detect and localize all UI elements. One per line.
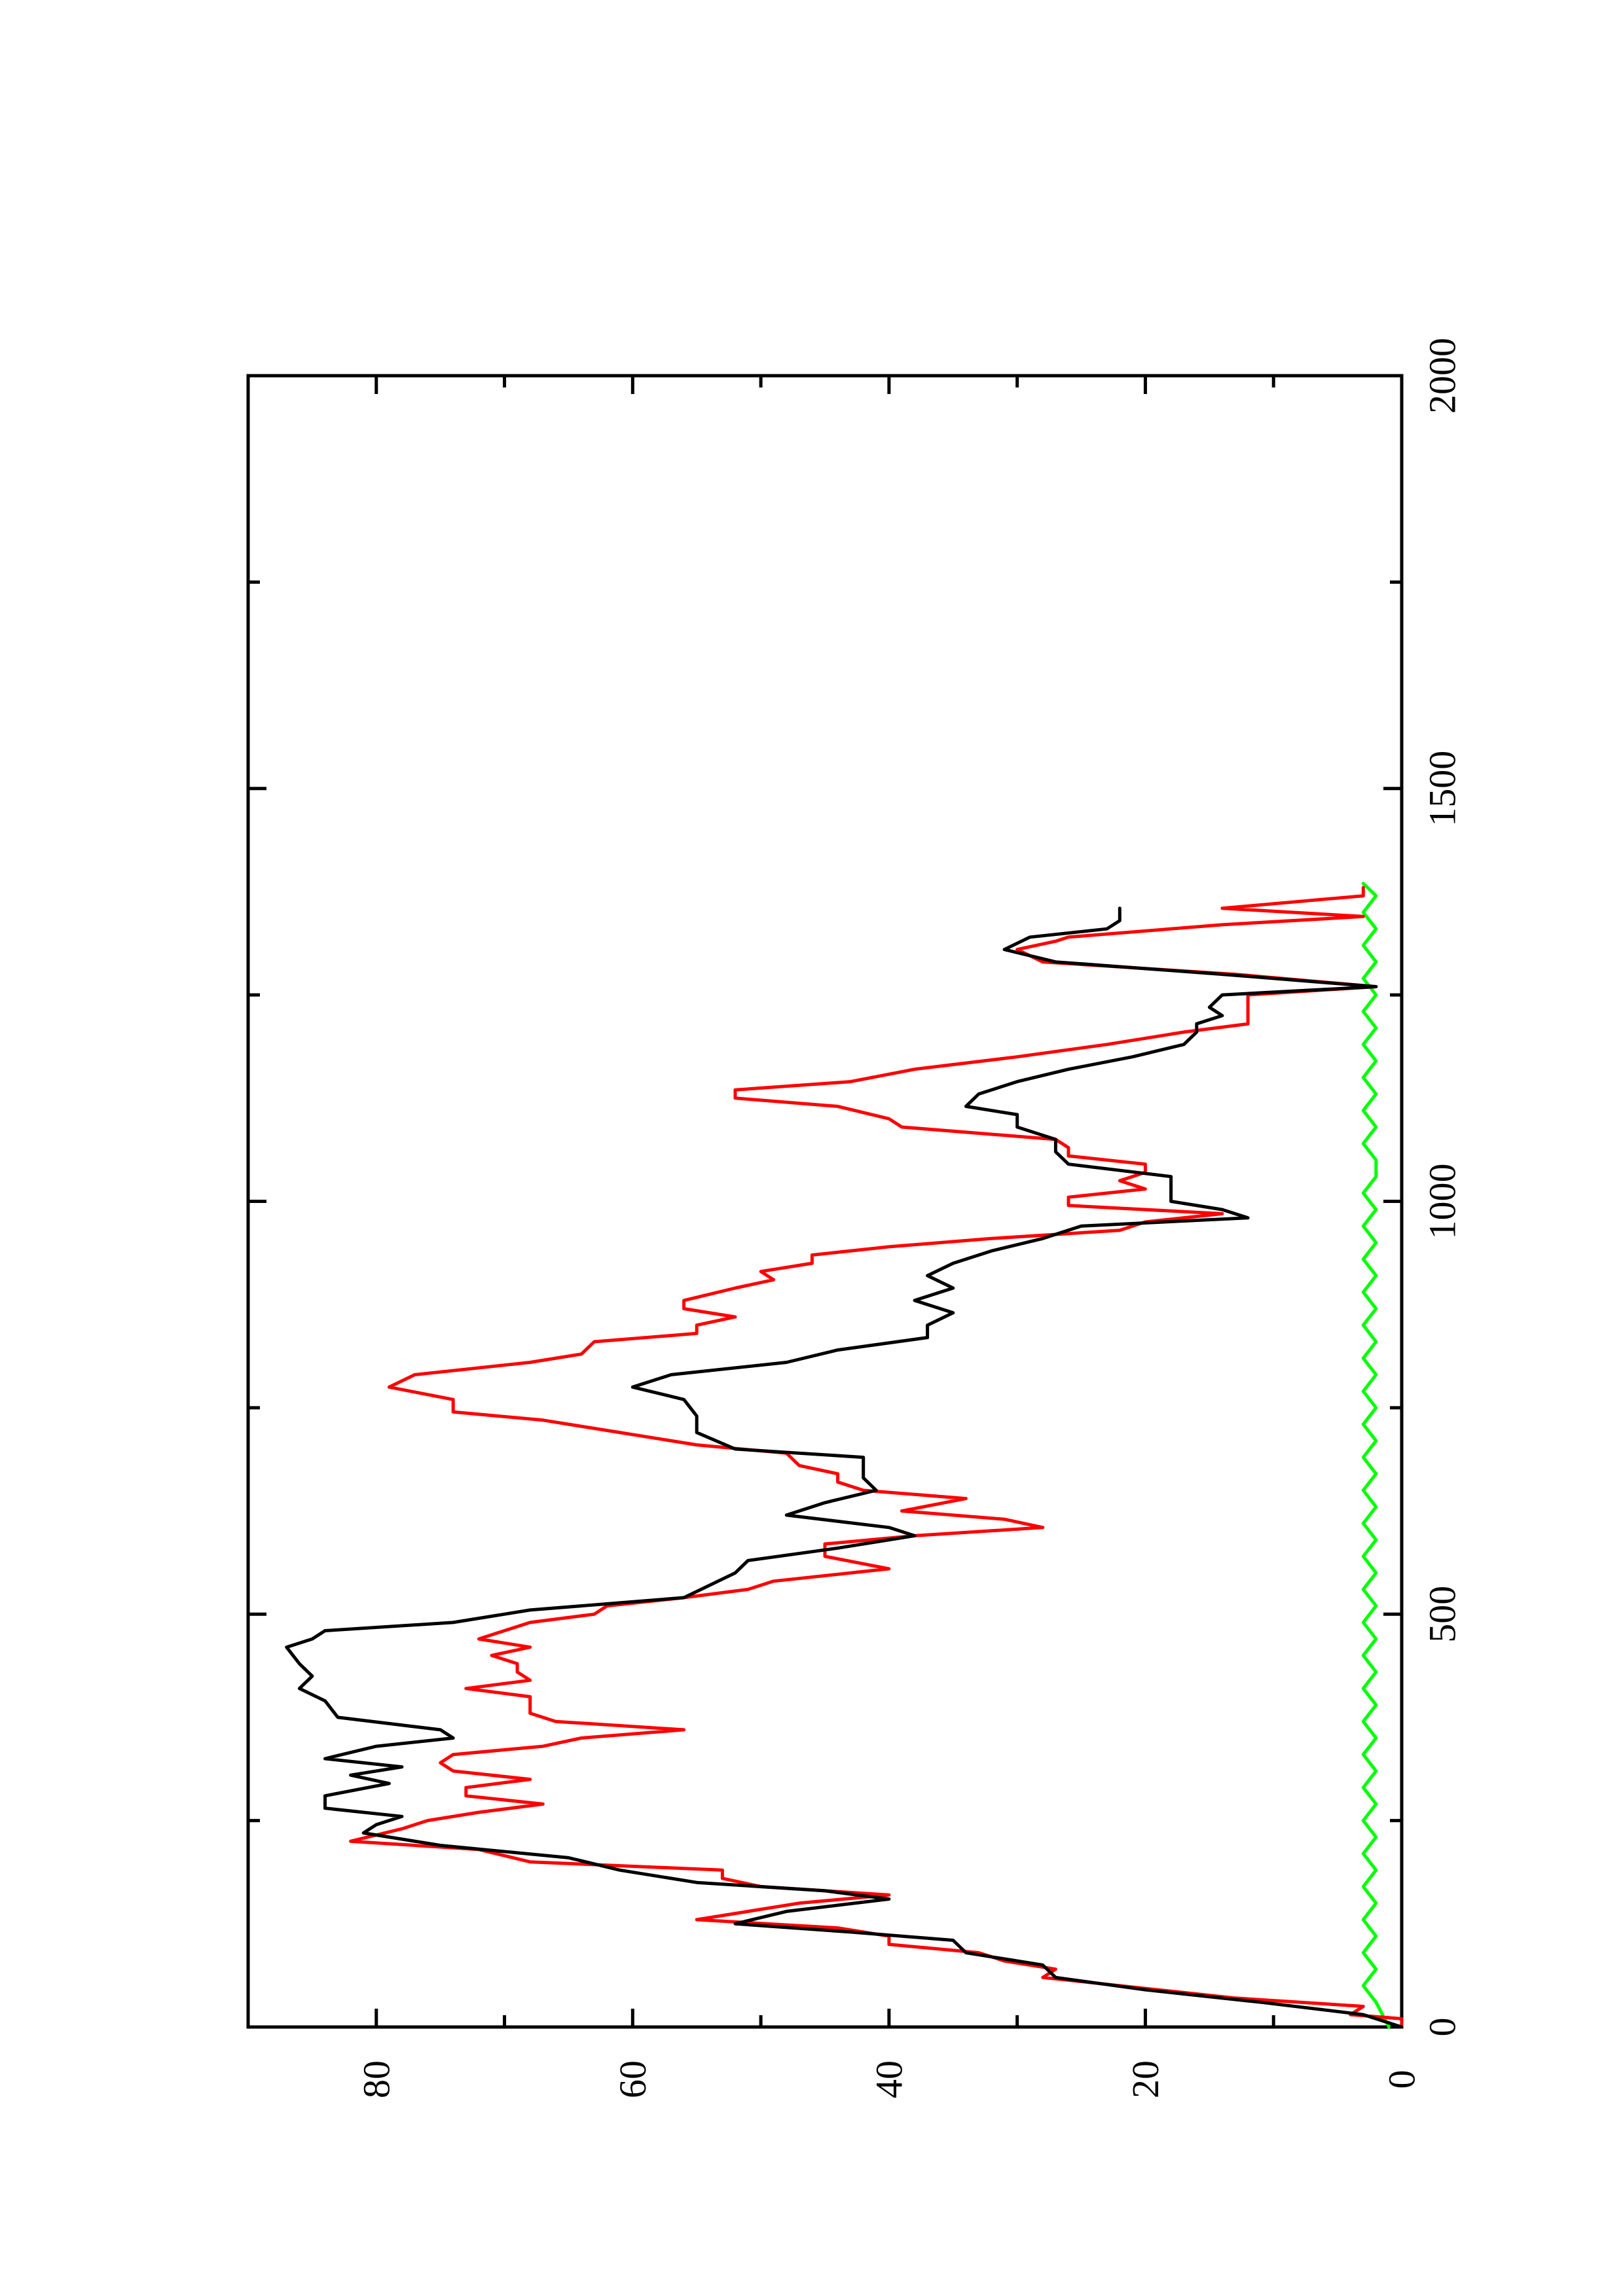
x-tick-label: 0 <box>1421 2018 1464 2037</box>
tick-labels: 0 500 1000 1500 2000 0 20 40 60 80 <box>355 338 1463 2098</box>
y-tick-label: 60 <box>611 2060 654 2098</box>
plot-frame <box>246 374 1404 2029</box>
x-tick-label: 500 <box>1421 1586 1464 1643</box>
y-tick-label: 20 <box>1124 2060 1167 2098</box>
series-group <box>285 882 1404 2029</box>
ticks <box>248 374 1404 2029</box>
series-line-2 <box>1361 882 1391 2029</box>
series-line-1 <box>349 886 1404 2029</box>
x-tick-label: 1000 <box>1421 1164 1464 1240</box>
x-tick-label: 2000 <box>1421 338 1464 414</box>
y-tick-label: 40 <box>867 2060 910 2098</box>
y-tick-label: 80 <box>355 2060 397 2098</box>
series-line-0 <box>285 906 1404 2029</box>
y-tick-label: 0 <box>1381 2070 1423 2089</box>
x-tick-label: 1500 <box>1421 751 1464 827</box>
